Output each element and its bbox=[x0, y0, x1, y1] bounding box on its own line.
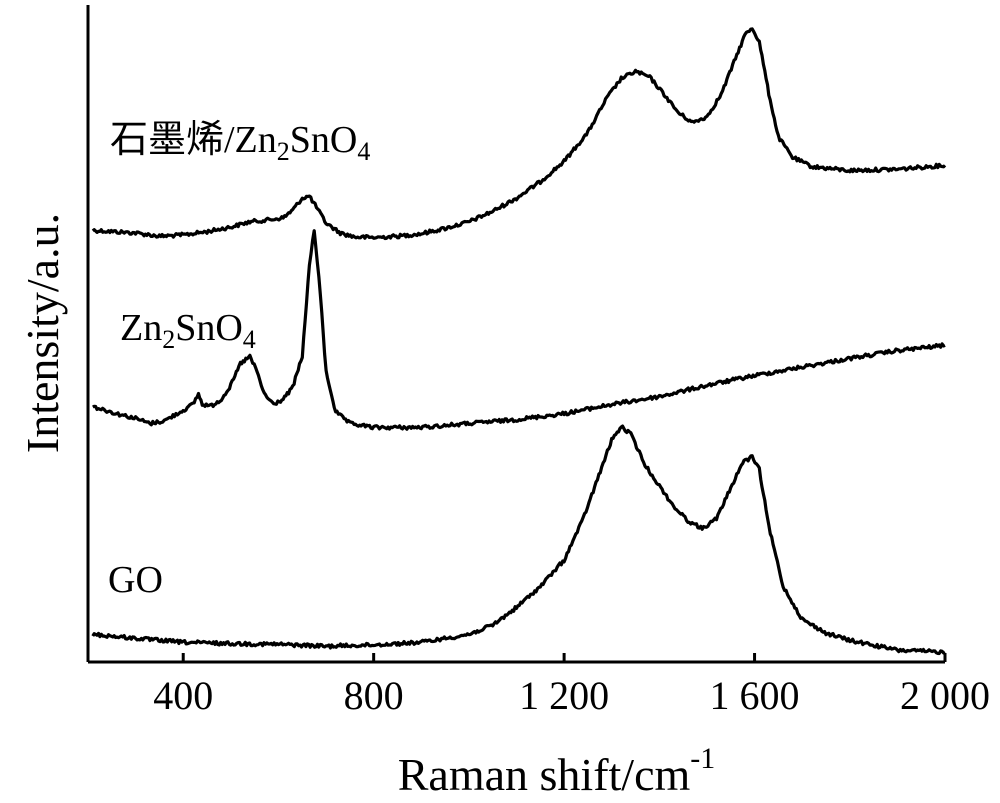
x-tick-label: 800 bbox=[344, 673, 404, 718]
series-label-part: 2 bbox=[162, 325, 175, 354]
series-line-0 bbox=[91, 27, 947, 241]
x-axis-title-superscript: -1 bbox=[690, 742, 715, 775]
series-label-2: GO bbox=[108, 559, 163, 601]
x-tick-label: 2 000 bbox=[900, 673, 990, 718]
series-label-0: 石墨烯/Zn2SnO4 bbox=[110, 119, 370, 166]
series-label-part: 4 bbox=[357, 137, 370, 166]
series-label-part: 2 bbox=[277, 137, 290, 166]
series-line-2 bbox=[91, 424, 946, 656]
y-axis-title: Intensity/a.u. bbox=[17, 213, 68, 453]
series-label-part: GO bbox=[108, 559, 163, 601]
series-line-1 bbox=[92, 229, 946, 431]
series-label-part: SnO bbox=[175, 307, 243, 349]
x-axis-title: Raman shift/cm-1 bbox=[398, 742, 716, 800]
series-label-part: 石墨烯/Zn bbox=[110, 119, 277, 161]
x-tick-label: 1 200 bbox=[519, 673, 609, 718]
series-group bbox=[91, 27, 947, 656]
series-label-part: Zn bbox=[120, 307, 162, 349]
series-label-part: 4 bbox=[243, 325, 256, 354]
axes: 400 800 1 200 1 600 2 000 Raman shift/cm-1 Int… bbox=[17, 5, 990, 800]
x-tick-label: 400 bbox=[153, 673, 213, 718]
series-label-1: Zn2SnO4 bbox=[120, 307, 256, 354]
series-label-part: SnO bbox=[290, 119, 358, 161]
x-tick-label: 1 600 bbox=[710, 673, 800, 718]
x-axis-title-text: Raman shift/cm bbox=[398, 749, 691, 800]
